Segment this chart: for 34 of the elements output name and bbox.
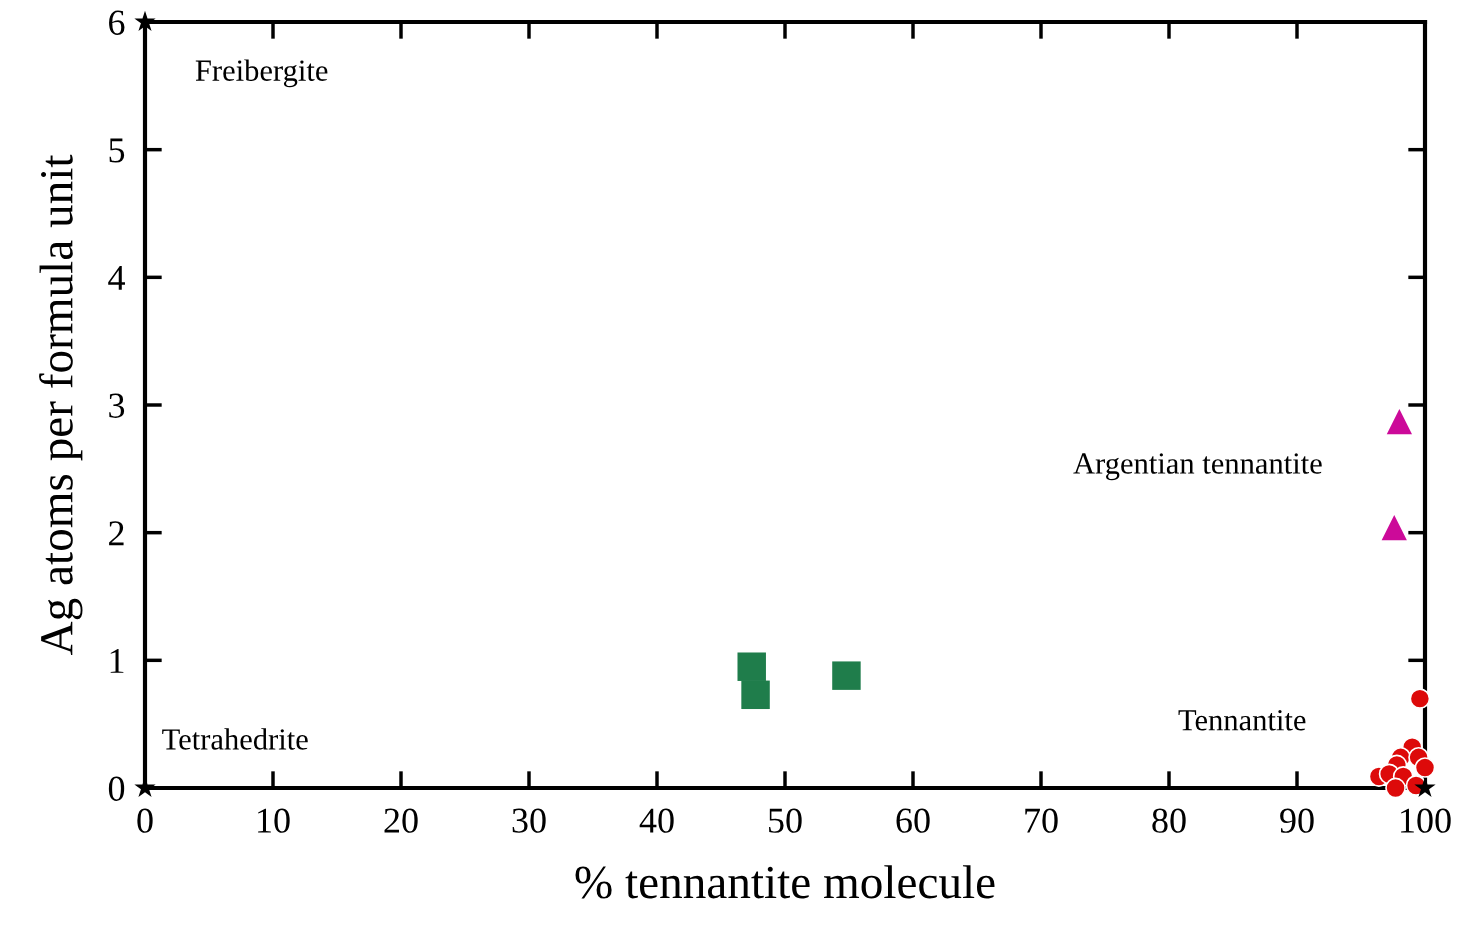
x-tick-label: 20 bbox=[384, 808, 418, 833]
y-tick-label: 3 bbox=[109, 393, 125, 418]
x-tick-label: 10 bbox=[258, 808, 290, 833]
x-tick-label: 50 bbox=[769, 808, 802, 833]
y-tick-label: 0 bbox=[108, 776, 125, 801]
x-tick-label: 70 bbox=[1025, 808, 1058, 833]
x-axis-title: % tennantite molecule bbox=[575, 865, 995, 899]
x-tick-label: 80 bbox=[1152, 808, 1186, 833]
y-tick-label: 1 bbox=[110, 649, 124, 673]
x-tick-label: 40 bbox=[639, 808, 674, 833]
x-tick-label: 0 bbox=[137, 808, 153, 833]
y-tick-label: 2 bbox=[109, 521, 124, 546]
annotation: Argentian tennantite bbox=[1073, 453, 1322, 481]
point bbox=[1385, 777, 1406, 799]
x-tick-label: 100 bbox=[1401, 808, 1451, 833]
point bbox=[1386, 408, 1413, 435]
point bbox=[1414, 757, 1436, 778]
point bbox=[1381, 514, 1407, 541]
y-tick-label: 4 bbox=[108, 266, 125, 290]
annotation: Tennantite bbox=[1178, 710, 1306, 731]
annotation: Freibergite bbox=[195, 59, 328, 88]
point bbox=[1414, 776, 1436, 798]
point bbox=[1409, 688, 1431, 710]
y-tick-label: 6 bbox=[109, 10, 125, 35]
y-axis-title: Ag atoms per formula unit bbox=[39, 154, 83, 656]
x-tick-label: 30 bbox=[512, 808, 546, 833]
x-tick-label: 60 bbox=[896, 808, 930, 833]
point bbox=[134, 10, 156, 32]
x-tick-label: 90 bbox=[1280, 808, 1314, 833]
point bbox=[832, 661, 861, 690]
point bbox=[737, 652, 766, 681]
y-tick-label: 5 bbox=[109, 138, 125, 163]
point bbox=[741, 680, 770, 710]
annotation: Tetrahedrite bbox=[162, 728, 308, 750]
